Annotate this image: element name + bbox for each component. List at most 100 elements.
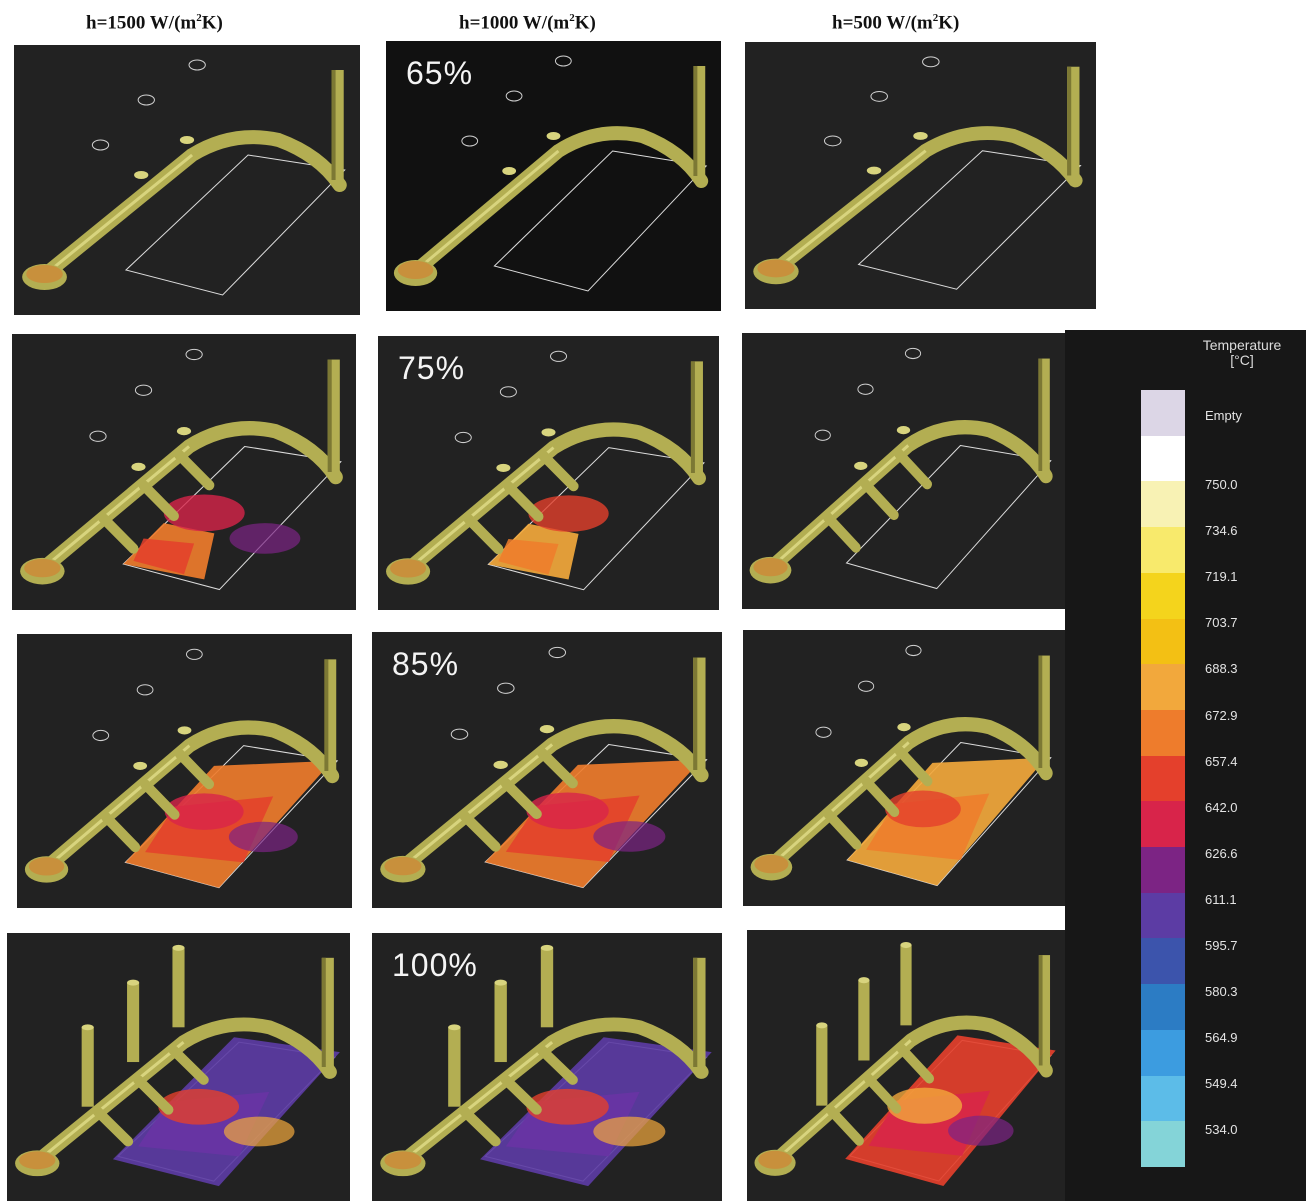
riser	[900, 945, 912, 1026]
runner-highlight	[45, 744, 191, 869]
sprue-shade	[321, 957, 326, 1067]
gate-branch	[826, 1105, 864, 1146]
overflow-ring	[505, 90, 523, 102]
riser-stub	[541, 428, 556, 437]
riser-top	[81, 1024, 94, 1031]
sprue-shade	[1038, 955, 1043, 1066]
runner	[768, 1015, 1053, 1168]
sprue	[1038, 955, 1051, 1066]
sim-panel-r2-c1	[12, 334, 356, 610]
runner-highlight	[774, 149, 927, 271]
overflow-ring	[92, 729, 110, 742]
legend-value-label: 642.0	[1205, 799, 1238, 815]
cold-zone	[223, 1116, 295, 1147]
runner-highlight	[43, 153, 194, 277]
color-band	[1141, 801, 1185, 848]
riser-stub	[854, 758, 869, 767]
color-band	[1141, 709, 1185, 757]
color-band	[1141, 1075, 1185, 1122]
overflow-ring	[814, 429, 831, 441]
overflow-ring	[89, 430, 107, 442]
riser-stub	[539, 725, 555, 734]
overflow-ring	[870, 90, 888, 102]
legend-value-label: 549.4	[1205, 1076, 1238, 1092]
sim-panel-r2-c3	[742, 333, 1065, 609]
riser-stub	[493, 760, 508, 769]
cold-zone	[593, 1116, 666, 1147]
color-band	[1141, 847, 1185, 894]
legend-value-label: 580.3	[1205, 984, 1238, 1000]
cold-zone	[229, 523, 301, 554]
riser-stub	[854, 461, 868, 470]
color-band	[1141, 1121, 1185, 1168]
gate-branch	[894, 745, 933, 787]
gate-branch	[500, 1074, 542, 1115]
riser-top	[900, 942, 912, 949]
overflow-ring	[857, 383, 874, 395]
temperature-legend: Temperature [°C] Empty 750.0 734.6 719.1 703…	[1065, 330, 1306, 1201]
gate-branch	[463, 513, 504, 555]
casting-render	[749, 347, 1053, 590]
overflow-ring	[188, 59, 206, 71]
overflow-ring	[550, 350, 568, 362]
casting-render	[380, 944, 712, 1187]
color-scale-bar	[1141, 390, 1185, 1168]
overflow-ring	[548, 646, 567, 659]
gate-branch	[863, 1073, 902, 1114]
sim-panel-r3-c1	[17, 634, 352, 908]
riser-top	[816, 1022, 828, 1029]
sim-panel-r4-c3	[747, 930, 1065, 1201]
sprue-shade	[693, 957, 698, 1067]
runner	[30, 1017, 337, 1169]
sprue	[324, 659, 337, 771]
casting-render	[393, 55, 709, 292]
runner	[39, 720, 340, 875]
basin-top	[384, 856, 422, 876]
sprue-shade	[324, 659, 329, 771]
column-header-h1000: h=1000 W/(m2K)	[459, 12, 596, 34]
overflow-ring	[461, 135, 479, 147]
color-band	[1141, 892, 1185, 939]
riser-stub	[896, 426, 911, 435]
overflow-ring	[858, 680, 875, 692]
basin-top	[757, 259, 795, 278]
sim-panel-r4-c1	[7, 933, 350, 1201]
fill-percent-label: 65%	[406, 55, 474, 91]
color-band	[1141, 755, 1185, 802]
overflow-ring	[922, 56, 940, 68]
overflow-ring	[904, 347, 922, 360]
runner	[395, 1017, 709, 1169]
sprue-shade	[690, 361, 695, 473]
overflow-ring	[815, 726, 832, 738]
gate-branch	[173, 449, 215, 491]
riser-stub	[913, 131, 928, 140]
overflow-ring	[823, 135, 842, 147]
runner-highlight	[414, 149, 560, 273]
overflow-ring	[499, 386, 517, 398]
fill-percent-label: 100%	[392, 947, 478, 983]
runner-highlight	[407, 446, 555, 571]
riser	[494, 982, 507, 1063]
runner	[395, 719, 709, 875]
casting-render	[24, 648, 340, 889]
color-band	[1141, 435, 1185, 482]
legend-title: Temperature [°C]	[1202, 337, 1282, 368]
runner	[408, 126, 709, 278]
color-band	[1141, 618, 1185, 665]
sprue	[1038, 655, 1050, 768]
runner	[401, 422, 706, 577]
runner-highlight	[401, 743, 554, 869]
gate-branch	[100, 811, 141, 853]
casting-render	[753, 56, 1083, 290]
sprue-shade	[327, 359, 332, 472]
overflow-ring	[185, 648, 203, 660]
legend-value-label: 688.3	[1205, 661, 1238, 677]
overflow-ring	[134, 384, 153, 396]
runner	[768, 126, 1083, 277]
hot-spot	[163, 494, 245, 532]
fill-percent-label: 75%	[398, 350, 466, 386]
color-band	[1141, 1029, 1185, 1077]
riser	[172, 947, 185, 1028]
overflow-ring	[137, 94, 155, 106]
runner-highlight	[769, 444, 910, 570]
